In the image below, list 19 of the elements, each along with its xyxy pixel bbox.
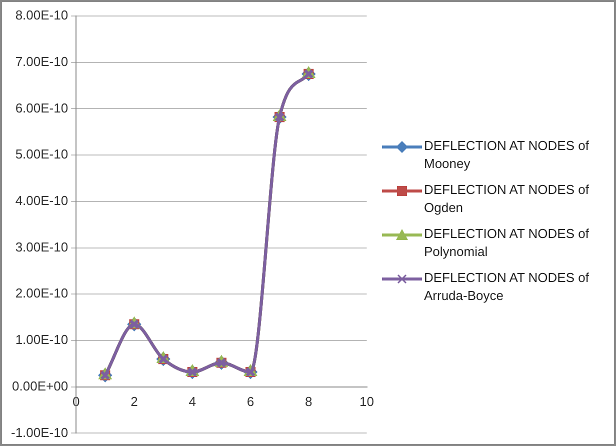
legend-label: DEFLECTION AT NODES of Arruda-Boyce bbox=[424, 269, 590, 305]
x-tick-label: 8 bbox=[305, 394, 312, 410]
y-tick-label: 2.00E-10 bbox=[15, 286, 68, 301]
y-tick-label: -1.00E-10 bbox=[10, 424, 68, 440]
x-tick-label: 6 bbox=[246, 394, 254, 410]
x-tick-label: 4 bbox=[188, 394, 196, 410]
legend-label: DEFLECTION AT NODES of Polynomial bbox=[424, 225, 590, 261]
y-tick-label: 6.00E-10 bbox=[15, 100, 68, 116]
y-tick-label: 1.00E-10 bbox=[15, 332, 68, 348]
x-tick-label: 10 bbox=[360, 394, 374, 410]
legend-label: DEFLECTION AT NODES of Mooney bbox=[424, 137, 590, 173]
x-tick-label: 2 bbox=[130, 394, 138, 410]
y-tick-label: 0.00E+00 bbox=[12, 378, 68, 394]
y-tick-label: 3.00E-10 bbox=[15, 239, 68, 254]
y-tick-label: 8.00E-10 bbox=[15, 8, 68, 23]
y-tick-label: 4.00E-10 bbox=[15, 193, 68, 208]
y-tick-label: 7.00E-10 bbox=[15, 54, 68, 69]
legend-label: DEFLECTION AT NODES of Ogden bbox=[424, 181, 590, 217]
y-tick-label: 5.00E-10 bbox=[15, 146, 68, 162]
